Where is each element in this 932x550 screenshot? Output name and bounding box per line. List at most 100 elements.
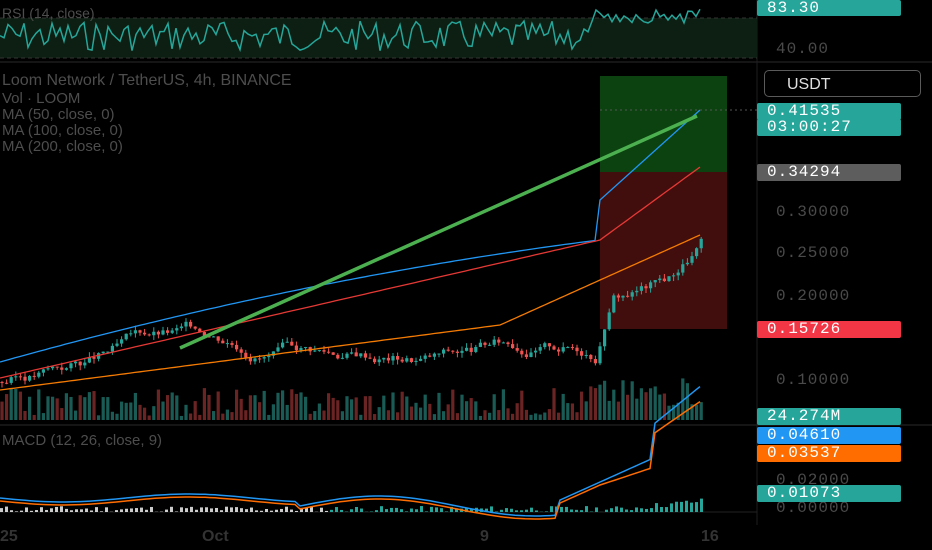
volume-bar <box>317 403 321 420</box>
candle-body <box>635 290 639 293</box>
candle-body <box>28 375 32 381</box>
macd-hist-bar <box>390 507 393 512</box>
volume-bar <box>672 404 676 420</box>
macd-hist-bar <box>340 509 343 512</box>
volume-bar <box>216 391 220 420</box>
macd-hist-bar <box>355 506 358 512</box>
volume-bar <box>299 392 303 420</box>
candle-body <box>276 347 280 352</box>
macd-hist-bar <box>70 510 73 512</box>
macd-title[interactable]: MACD (12, 26, close, 9) <box>2 432 163 449</box>
macd-hist-bar <box>625 509 628 512</box>
ma200-legend[interactable]: MA (200, close, 0) <box>2 138 123 155</box>
candle-body <box>575 347 579 352</box>
candle-body <box>584 355 588 357</box>
candle-body <box>345 353 349 358</box>
volume-bar <box>391 392 395 420</box>
volume-bar <box>511 413 515 420</box>
volume-bar <box>607 400 611 420</box>
candle-body <box>414 360 418 363</box>
volume-bar <box>133 392 137 420</box>
volume-bar <box>649 388 653 420</box>
candle-body <box>695 248 699 257</box>
volume-bar <box>267 414 271 420</box>
candle-body <box>437 353 441 355</box>
candle-body <box>699 238 703 249</box>
macd-hist-bar <box>180 507 183 512</box>
macd-hist-bar <box>275 509 278 512</box>
volume-bar <box>621 380 625 420</box>
x-axis-label-oct: Oct <box>202 528 229 545</box>
macd-axis-label-000: 0.00000 <box>776 499 851 517</box>
volume-bar <box>354 397 358 420</box>
volume-bar <box>258 402 262 420</box>
volume-bar <box>368 396 372 420</box>
volume-bar <box>101 397 105 420</box>
candle-body <box>78 361 82 366</box>
candle-body <box>74 361 78 364</box>
candle-body <box>580 351 584 356</box>
candle-body <box>497 339 501 343</box>
volume-bar <box>400 391 404 420</box>
volume-bar <box>580 391 584 420</box>
macd-hist-bar <box>680 501 683 512</box>
volume-bar <box>235 389 239 420</box>
macd-hist-bar <box>290 509 293 512</box>
candle-body <box>593 359 597 364</box>
candle-body <box>561 347 565 352</box>
candle-body <box>294 345 298 351</box>
ma50-legend[interactable]: MA (50, close, 0) <box>2 106 115 123</box>
volume-bar <box>37 389 41 420</box>
macd-hist-bar <box>655 503 658 512</box>
symbol-title[interactable]: Loom Network / TetherUS, 4h, BINANCE <box>2 72 292 89</box>
candle-body <box>649 282 653 289</box>
candle-body <box>9 377 13 383</box>
macd-hist-bar <box>210 508 213 512</box>
volume-bar <box>32 414 36 420</box>
candle-body <box>621 295 625 298</box>
macd-hist-bar <box>310 506 313 512</box>
macd-hist-bar <box>615 506 618 512</box>
macd-hist-bar <box>260 510 263 512</box>
macd-hist-bar <box>465 508 468 512</box>
volume-bar <box>23 410 27 420</box>
candle-body <box>386 357 390 361</box>
macd-hist-bar <box>50 508 53 512</box>
volume-bar <box>506 408 510 420</box>
ma100-legend[interactable]: MA (100, close, 0) <box>2 122 123 139</box>
macd-hist-bar <box>185 508 188 512</box>
candle-body <box>248 357 252 362</box>
candle-body <box>552 346 556 350</box>
candle-body <box>603 329 607 347</box>
volume-bar <box>350 399 354 420</box>
volume-bar <box>644 392 648 420</box>
volume-legend[interactable]: Vol · LOOM <box>2 90 81 107</box>
candle-body <box>138 330 142 333</box>
volume-bar <box>612 389 616 420</box>
volume-bar <box>189 413 193 420</box>
volume-bar <box>179 415 183 420</box>
candle-body <box>37 372 41 377</box>
macd-value-badge: 0.04610 <box>757 427 901 444</box>
volume-bar <box>212 411 216 420</box>
volume-bar <box>566 403 570 420</box>
macd-hist-bar <box>115 510 118 512</box>
volume-bar <box>626 394 630 420</box>
volume-bar <box>271 404 275 420</box>
candle-body <box>644 286 648 289</box>
macd-hist-bar <box>225 506 228 512</box>
volume-bar <box>446 404 450 420</box>
candle-body <box>368 357 372 359</box>
ma100-line <box>0 166 701 379</box>
volume-bar <box>193 401 197 420</box>
volume-bar <box>92 391 96 420</box>
volume-bar <box>327 393 331 420</box>
volume-bar <box>46 396 50 420</box>
rsi-title: RSI (14, close) <box>2 5 95 21</box>
currency-button[interactable]: USDT <box>764 70 921 97</box>
volume-bar <box>676 402 680 420</box>
volume-bar <box>294 393 298 420</box>
macd-hist-bar <box>580 510 583 512</box>
macd-hist-bar <box>280 508 283 512</box>
